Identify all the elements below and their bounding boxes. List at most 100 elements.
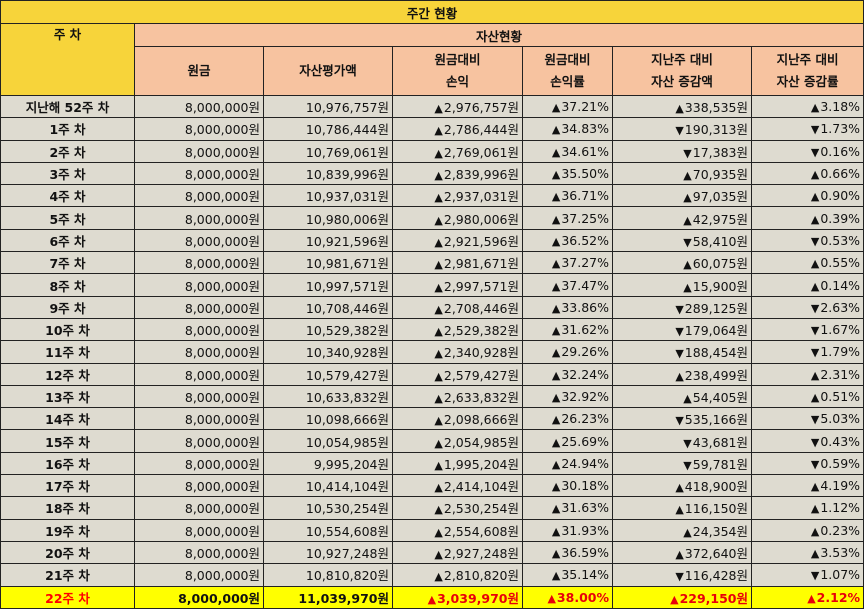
pl-cell-value: 2,839,996원: [443, 167, 519, 183]
weekly-change-rate-cell: ▼0.59%: [750, 451, 865, 476]
up-arrow-icon: ▲: [551, 524, 561, 538]
asset-value-cell: 10,997,571원: [263, 273, 393, 297]
pl-cell-value: 2,098,666원: [443, 412, 519, 428]
up-arrow-icon: ▲: [434, 347, 443, 361]
up-arrow-icon: ▲: [551, 413, 561, 427]
down-arrow-icon: ▼: [683, 146, 692, 160]
pl-rate-cell: ▲24.94%: [522, 451, 613, 476]
down-arrow-icon: ▼: [810, 324, 820, 338]
pl-rate-cell-value: 33.86%: [561, 299, 609, 315]
week-cell: 9주 차: [0, 295, 135, 319]
pl-cell: ▲2,980,006원: [392, 206, 523, 230]
weekly-change-cell: ▼43,681원: [612, 429, 752, 453]
up-arrow-icon: ▲: [434, 548, 443, 562]
up-arrow-icon: ▲: [434, 191, 443, 205]
pl-rate-cell: ▲36.71%: [522, 184, 613, 208]
up-arrow-icon: ▲: [810, 212, 820, 226]
pl-rate-cell: ▲26.23%: [522, 407, 613, 431]
table-row: 11주 차 8,000,000원 10,340,928원 ▲2,340,928원 ▲29…: [0, 340, 865, 364]
pl-cell-value: 2,981,671원: [443, 256, 519, 272]
pl-rate-cell-value: 38.00%: [556, 589, 609, 605]
weekly-change-rate-cell-value: 0.16%: [820, 143, 861, 159]
week-cell: 7주 차: [0, 251, 135, 275]
pl-cell: ▲2,414,104원: [392, 474, 523, 498]
up-arrow-icon: ▲: [434, 169, 443, 183]
weekly-change-cell-value: 338,535원: [684, 100, 748, 116]
weekly-change-rate-cell-value: 0.66%: [820, 166, 861, 182]
principal-header-line: 원금: [187, 63, 211, 78]
up-arrow-icon: ▲: [551, 301, 561, 315]
weekly-change-cell: ▲42,975원: [612, 206, 752, 230]
principal-cell: 8,000,000원: [134, 340, 264, 364]
pl-rate-cell: ▲36.59%: [522, 540, 613, 565]
weekly-change-rate-cell: ▲3.53%: [750, 540, 865, 565]
up-arrow-icon: ▲: [434, 369, 443, 383]
weekly-change-rate-cell: ▼2.63%: [750, 295, 865, 319]
principal-cell: 8,000,000원: [134, 317, 264, 342]
pl-rate-cell: ▲36.52%: [522, 228, 613, 253]
weekly-change-rate-cell-value: 0.55%: [820, 255, 861, 271]
principal-cell: 8,000,000원: [134, 161, 264, 186]
pl-cell: ▲2,786,444원: [392, 117, 523, 141]
pl-cell: ▲2,098,666원: [392, 407, 523, 431]
principal-cell: 8,000,000원: [134, 251, 264, 275]
asset-value-cell: 10,769,061원: [263, 139, 393, 163]
principal-cell: 8,000,000원: [134, 273, 264, 297]
weekly-change-cell: ▲54,405원: [612, 384, 752, 409]
asset-value-header: 자산평가액: [263, 46, 393, 96]
weekly-change-cell-value: 179,064원: [684, 323, 748, 339]
down-arrow-icon: ▼: [675, 347, 684, 361]
principal-cell: 8,000,000원: [134, 540, 264, 565]
principal-header: 원금: [134, 46, 264, 96]
weekly-change-cell: ▲15,900원: [612, 273, 752, 297]
weekly-change-cell: ▲338,535원: [612, 94, 752, 119]
weekly-change-cell-value: 116,428원: [684, 568, 748, 584]
weekly-change-cell: ▲60,075원: [612, 251, 752, 275]
down-arrow-icon: ▼: [675, 124, 684, 138]
principal-cell: 8,000,000원: [134, 518, 264, 542]
principal-cell: 8,000,000원: [134, 496, 264, 520]
weekly-change-cell: ▼58,410원: [612, 228, 752, 253]
asset-value-cell: 10,554,608원: [263, 518, 393, 542]
asset-status-group-header: 자산현황: [133, 23, 865, 47]
weekly-change-header-line: 지난주 대비: [651, 52, 713, 67]
pl-cell-value: 2,633,832원: [443, 390, 519, 405]
pl-rate-cell-value: 29.26%: [561, 344, 609, 360]
principal-cell: 8,000,000원: [134, 407, 264, 431]
weekly-change-cell-value: 418,900원: [684, 479, 748, 495]
down-arrow-icon: ▼: [683, 436, 692, 450]
week-cell: 3주 차: [0, 161, 135, 186]
up-arrow-icon: ▲: [551, 123, 561, 137]
pl-rate-cell: ▲34.61%: [522, 139, 613, 163]
up-arrow-icon: ▲: [434, 302, 443, 316]
principal-cell: 8,000,000원: [134, 228, 264, 253]
up-arrow-icon: ▲: [551, 480, 561, 494]
pl-rate-cell-value: 32.24%: [561, 366, 609, 382]
pl-rate-cell-value: 36.71%: [561, 188, 609, 204]
up-arrow-icon: ▲: [434, 436, 443, 450]
principal-cell: 8,000,000원: [134, 384, 264, 409]
up-arrow-icon: ▲: [683, 191, 692, 205]
table-row: 9주 차 8,000,000원 10,708,446원 ▲2,708,446원 ▲33.…: [0, 295, 865, 319]
up-arrow-icon: ▲: [551, 279, 561, 293]
pl-cell-value: 2,937,031원: [443, 189, 519, 205]
weekly-change-header-line: 자산 증감액: [651, 74, 713, 89]
up-arrow-icon: ▲: [810, 547, 820, 561]
up-arrow-icon: ▲: [683, 392, 692, 405]
up-arrow-icon: ▲: [810, 257, 820, 271]
weekly-change-cell-value: 289,125원: [684, 300, 748, 316]
asset-value-cell: 10,921,596원: [263, 228, 393, 253]
table-row: 14주 차 8,000,000원 10,098,666원 ▲2,098,666원 ▲26…: [0, 407, 865, 431]
table-row: 12주 차 8,000,000원 10,579,427원 ▲2,579,427원 ▲32…: [0, 362, 865, 386]
up-arrow-icon: ▲: [434, 525, 443, 539]
weekly-change-cell: ▲229,150원: [612, 585, 752, 609]
up-arrow-icon: ▲: [810, 368, 820, 382]
pl-rate-header-line: 원금대비: [544, 52, 591, 67]
up-arrow-icon: ▲: [683, 525, 692, 539]
asset-value-cell: 10,810,820원: [263, 563, 393, 587]
weekly-change-cell-value: 15,900원: [692, 278, 748, 294]
pl-rate-cell: ▲37.21%: [522, 94, 613, 119]
pl-cell: ▲2,054,985원: [392, 429, 523, 453]
weekly-change-cell-value: 58,410원: [692, 233, 748, 249]
pl-cell-value: 2,340,928원: [443, 345, 519, 361]
